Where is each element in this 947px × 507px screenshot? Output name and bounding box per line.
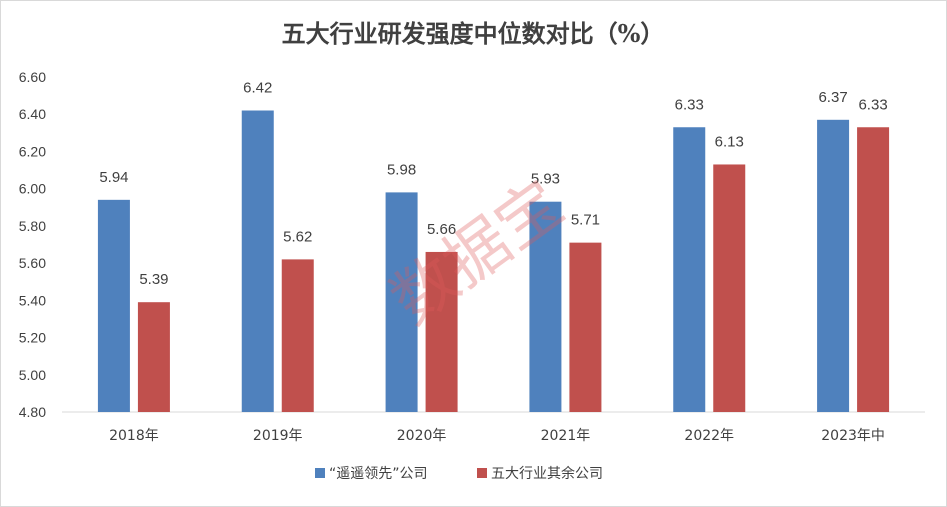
data-label: 5.98 bbox=[387, 161, 416, 178]
legend-label: 五大行业其余公司 bbox=[491, 465, 603, 482]
y-tick-label: 5.80 bbox=[19, 218, 46, 234]
bar-others bbox=[137, 302, 170, 412]
x-tick-label: 2019年 bbox=[253, 428, 303, 444]
data-label: 6.33 bbox=[675, 96, 704, 113]
y-tick-label: 6.00 bbox=[19, 181, 46, 197]
y-tick-label: 6.20 bbox=[19, 143, 46, 159]
data-label: 5.94 bbox=[99, 169, 128, 186]
data-label: 5.39 bbox=[139, 271, 168, 288]
data-label: 6.42 bbox=[243, 80, 272, 97]
legend: “遥遥领先”公司 五大行业其余公司 bbox=[315, 465, 603, 482]
legend-swatch bbox=[315, 468, 325, 478]
bar-leading bbox=[817, 119, 850, 413]
bar-leading bbox=[385, 192, 418, 412]
bar-leading bbox=[241, 110, 274, 412]
bar-others bbox=[281, 259, 314, 412]
x-tick-label: 2018年 bbox=[109, 428, 159, 444]
y-tick-label: 4.80 bbox=[19, 404, 46, 420]
y-tick-label: 5.00 bbox=[19, 367, 46, 383]
y-tick-label: 6.60 bbox=[19, 69, 46, 85]
bar-others bbox=[713, 164, 746, 412]
data-label: 5.93 bbox=[531, 171, 560, 188]
x-tick-label: 2023年中 bbox=[821, 428, 885, 444]
bar-series: 5.94 5.39 6.42 5.62 5.98 5.66 5.93 5.71 6.33 6.13… bbox=[97, 80, 890, 413]
legend-swatch bbox=[477, 468, 487, 478]
bar-others bbox=[425, 251, 458, 412]
data-label: 6.33 bbox=[858, 96, 887, 113]
data-label: 5.71 bbox=[571, 212, 600, 229]
y-axis-ticks: 4.80 5.00 5.20 5.40 5.60 5.80 6.00 6.20 6.40 6.60 bbox=[19, 69, 46, 420]
data-label: 5.66 bbox=[427, 221, 456, 238]
x-tick-label: 2022年 bbox=[684, 428, 734, 444]
bar-leading bbox=[97, 199, 130, 412]
chart-title: 五大行业研发强度中位数对比（%） bbox=[282, 19, 665, 48]
y-tick-label: 5.60 bbox=[19, 255, 46, 271]
data-label: 6.37 bbox=[818, 89, 847, 106]
bar-leading bbox=[673, 127, 706, 412]
bar-others bbox=[857, 127, 890, 412]
y-tick-label: 5.40 bbox=[19, 292, 46, 308]
legend-label: “遥遥领先”公司 bbox=[329, 466, 428, 482]
x-tick-label: 2021年 bbox=[541, 428, 591, 444]
x-tick-label: 2020年 bbox=[397, 428, 447, 444]
data-label: 5.62 bbox=[283, 228, 312, 245]
bar-leading bbox=[529, 201, 562, 412]
x-axis-categories: 2018年 2019年 2020年 2021年 2022年 2023年中 bbox=[109, 428, 885, 444]
data-label: 6.13 bbox=[715, 133, 744, 150]
y-tick-label: 5.20 bbox=[19, 330, 46, 346]
bar-others bbox=[569, 242, 602, 412]
y-tick-label: 6.40 bbox=[19, 106, 46, 122]
